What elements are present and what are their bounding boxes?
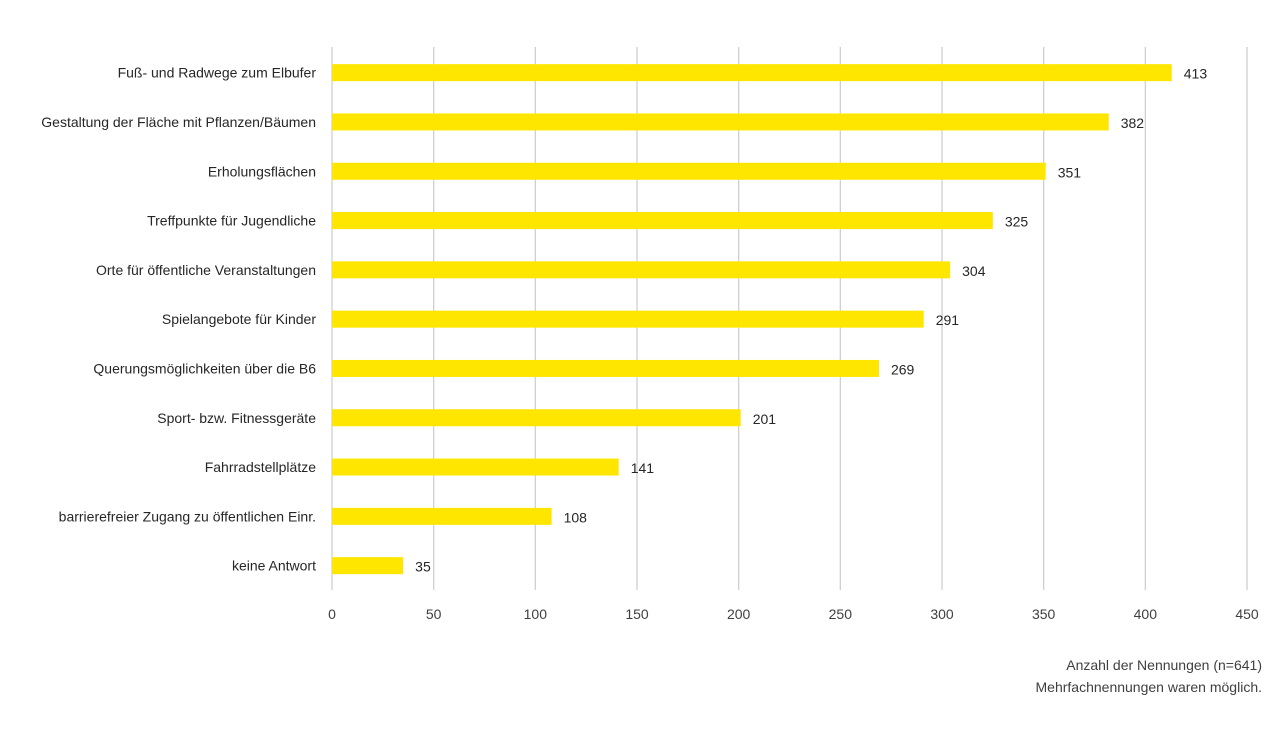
- value-label: 351: [1058, 164, 1082, 180]
- category-label: Erholungsflächen: [208, 163, 316, 179]
- bar: [332, 261, 951, 279]
- category-label: Sport- bzw. Fitnessgeräte: [157, 410, 316, 426]
- x-tick-label: 150: [625, 606, 649, 622]
- category-label: keine Antwort: [232, 558, 316, 574]
- x-tick-label: 50: [426, 606, 442, 622]
- bar: [332, 557, 404, 575]
- value-label: 201: [753, 411, 777, 427]
- bar: [332, 310, 924, 328]
- category-label: Gestaltung der Fläche mit Pflanzen/Bäume…: [41, 114, 316, 130]
- bar: [332, 458, 619, 476]
- value-label: 108: [564, 509, 588, 525]
- value-label: 35: [415, 559, 431, 575]
- x-tick-label: 250: [829, 606, 853, 622]
- x-tick-label: 100: [524, 606, 548, 622]
- category-label: Treffpunkte für Jugendliche: [147, 213, 316, 229]
- x-tick-label: 300: [930, 606, 954, 622]
- value-label: 269: [891, 361, 915, 377]
- category-label: Querungsmöglichkeiten über die B6: [93, 360, 316, 376]
- value-label: 141: [631, 460, 655, 476]
- value-labels: 413 382 351 325 304 291 269 201 141 108 35: [415, 66, 1207, 575]
- footnote-multiple: Mehrfachnennungen waren möglich.: [1035, 679, 1262, 695]
- category-label: Fahrradstellplätze: [205, 459, 316, 475]
- value-label: 304: [962, 263, 986, 279]
- category-label: Spielangebote für Kinder: [162, 311, 316, 327]
- bar: [332, 212, 993, 230]
- bar: [332, 64, 1172, 82]
- x-tick-label: 200: [727, 606, 751, 622]
- category-label: Orte für öffentliche Veranstaltungen: [96, 262, 316, 278]
- footnote-count: Anzahl der Nennungen (n=641): [1066, 657, 1262, 673]
- bar: [332, 113, 1109, 131]
- value-label: 291: [936, 312, 960, 328]
- value-label: 413: [1184, 66, 1208, 82]
- x-tick-label: 350: [1032, 606, 1056, 622]
- category-label: Fuß- und Radwege zum Elbufer: [118, 65, 317, 81]
- bar: [332, 162, 1046, 180]
- x-tick-label: 400: [1134, 606, 1158, 622]
- bar: [332, 409, 741, 427]
- x-tick-label: 450: [1235, 606, 1259, 622]
- value-label: 382: [1121, 115, 1145, 131]
- x-tick-label: 0: [328, 606, 336, 622]
- bars: [332, 64, 1172, 575]
- bar: [332, 359, 879, 377]
- bar: [332, 507, 552, 525]
- value-label: 325: [1005, 214, 1029, 230]
- category-label: barrierefreier Zugang zu öffentlichen Ei…: [59, 508, 316, 524]
- x-axis-ticks: 0 50 100 150 200 250 300 350 400 450: [328, 606, 1259, 622]
- category-labels: Fuß- und Radwege zum Elbufer Gestaltung d…: [41, 65, 316, 574]
